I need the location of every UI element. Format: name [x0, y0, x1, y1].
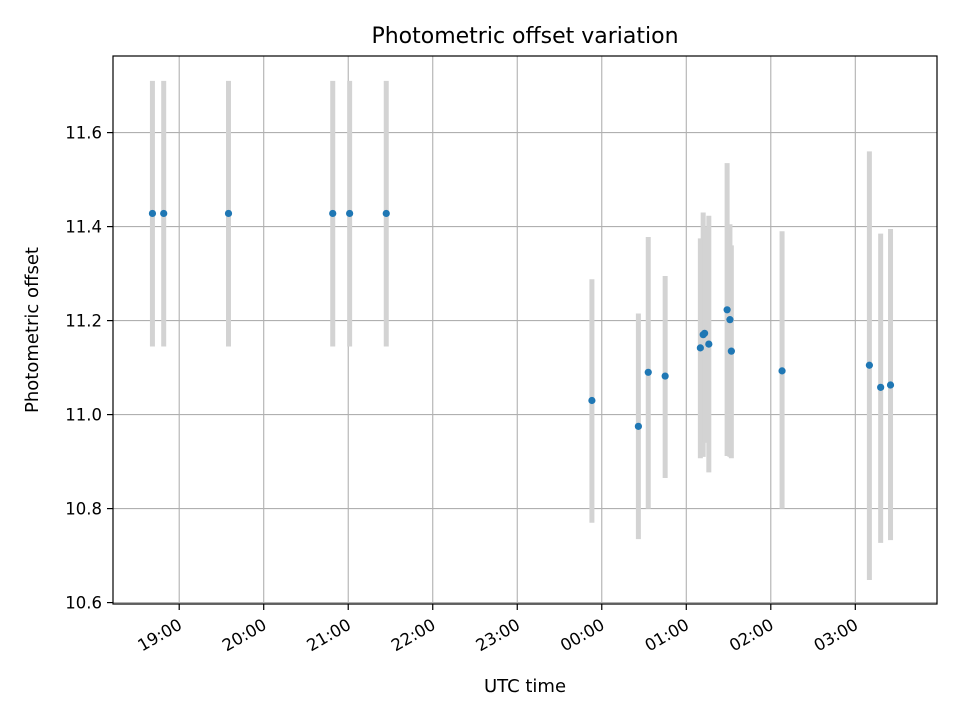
- data-point: [778, 367, 786, 375]
- data-point: [346, 209, 354, 218]
- error-bars: [149, 80, 894, 581]
- data-point: [696, 344, 704, 352]
- y-tick-label: 11.4: [65, 218, 102, 237]
- x-tick-label: 19:00: [135, 615, 186, 655]
- data-point: [644, 368, 652, 376]
- data-point: [224, 209, 233, 218]
- data-point: [329, 209, 337, 218]
- data-point: [588, 396, 596, 405]
- data-points: [148, 209, 895, 430]
- x-tick-label: 03:00: [811, 615, 862, 655]
- data-point: [727, 347, 735, 355]
- x-tick-label: 00:00: [557, 615, 608, 655]
- data-point: [160, 209, 168, 218]
- y-axis-ticks: 10.6 10.8 11.0 11.2 11.4 11.6: [65, 124, 113, 613]
- data-point: [634, 422, 642, 430]
- data-point: [705, 340, 713, 348]
- x-tick-label: 21:00: [304, 615, 355, 655]
- y-axis-label: Photometric offset: [22, 247, 43, 413]
- data-point: [886, 381, 895, 389]
- x-axis-ticks: 19:00 20:00 21:00 22:00 23:00 00:00 01:00 02:00…: [135, 604, 862, 655]
- data-point: [661, 372, 669, 380]
- plot-frame: [112, 55, 938, 605]
- data-point: [382, 209, 390, 218]
- chart-title: Photometric offset variation: [371, 24, 678, 49]
- y-tick-label: 11.6: [65, 124, 102, 143]
- data-point: [148, 209, 157, 218]
- x-tick-label: 23:00: [473, 615, 524, 655]
- data-point: [723, 306, 731, 314]
- y-tick-label: 10.8: [65, 500, 102, 519]
- x-tick-label: 02:00: [726, 615, 777, 655]
- data-point: [865, 361, 873, 369]
- y-tick-label: 10.6: [65, 594, 102, 613]
- x-tick-label: 20:00: [219, 615, 270, 655]
- x-tick-label: 22:00: [388, 615, 439, 655]
- data-point: [700, 329, 709, 337]
- grid: [113, 56, 937, 604]
- data-point: [726, 316, 734, 324]
- y-tick-label: 11.2: [65, 312, 102, 331]
- x-axis-label: UTC time: [484, 676, 566, 697]
- data-point: [877, 383, 885, 391]
- x-tick-label: 01:00: [642, 615, 693, 655]
- y-tick-label: 11.0: [65, 406, 102, 425]
